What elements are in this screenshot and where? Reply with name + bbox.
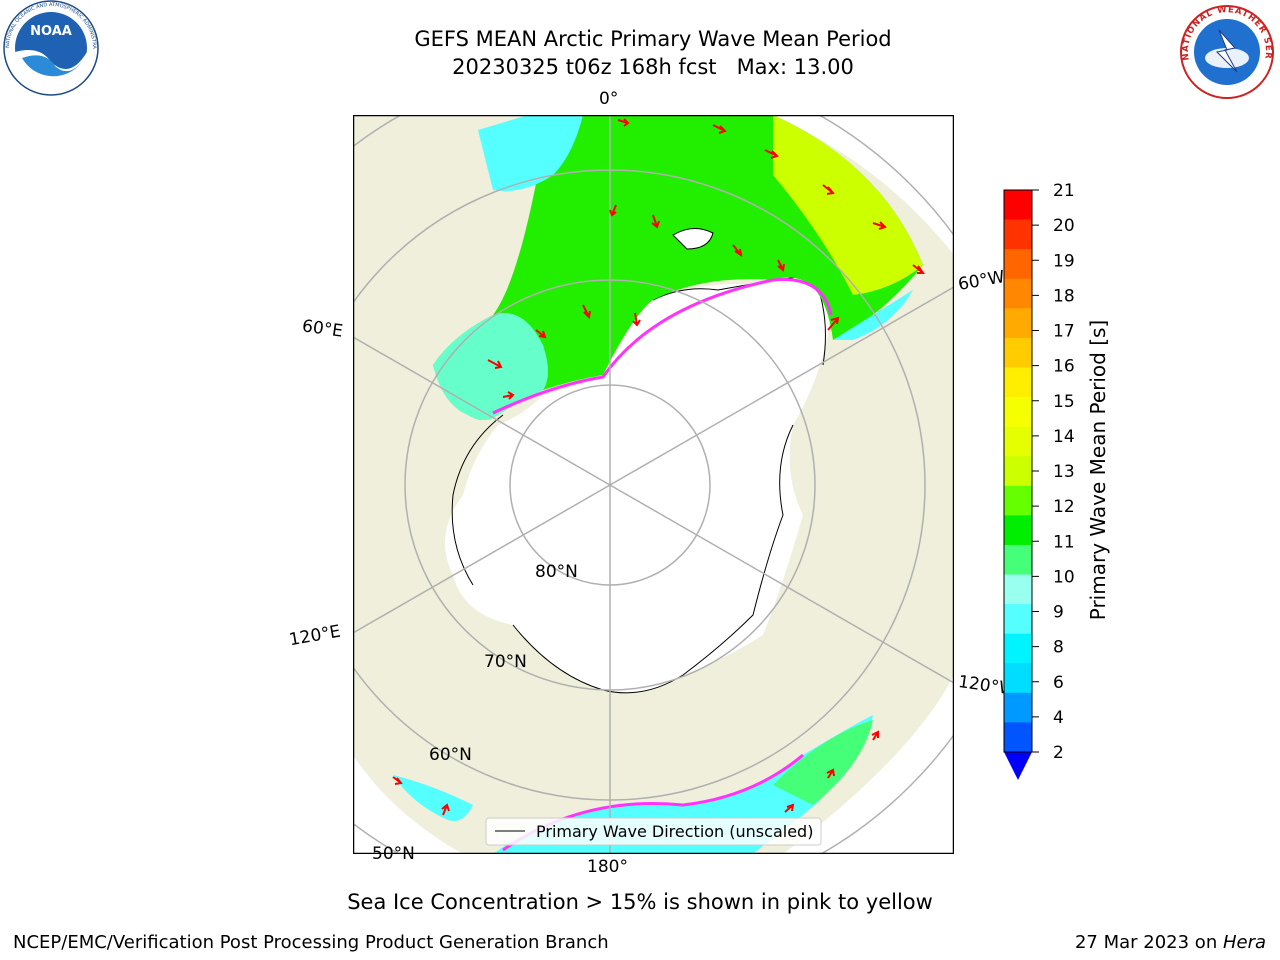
meridian-120w: [609, 484, 954, 684]
colorbar-band: [1004, 515, 1032, 546]
colorbar-tick-label: 17: [1053, 322, 1075, 342]
lon-label-0: 0°: [599, 89, 619, 109]
colorbar-band: [1004, 190, 1032, 221]
wave-field-baltic: [478, 115, 583, 191]
run-date: 27 Mar 2023 on: [1074, 932, 1223, 953]
lon-label-60e: 60°E: [300, 316, 345, 342]
coastline-siberia: [451, 414, 504, 586]
colorbar-tick-label: 15: [1053, 392, 1075, 412]
meridian-60w: [609, 286, 954, 486]
colorbar-band: [1004, 337, 1032, 368]
wave-field-labrador: [833, 290, 913, 340]
lon-label-120e: 120°E: [287, 621, 343, 651]
colorbar-band: [1004, 663, 1032, 694]
graticule: [353, 115, 954, 854]
iceland-island: [672, 228, 714, 250]
colorbar-band: [1004, 397, 1032, 428]
colorbar-band: [1004, 219, 1032, 250]
colorbar-tick-label: 13: [1053, 462, 1075, 482]
run-date-credit: 27 Mar 2023 on Hera: [1075, 932, 1266, 953]
colorbar-band: [1004, 249, 1032, 280]
outer-domain-sw: [353, 755, 463, 854]
map-frame: [353, 115, 954, 854]
producer-credit: NCEP/EMC/Verification Post Processing Pr…: [13, 932, 609, 953]
noaa-logo-text: NOAA: [30, 24, 72, 39]
colorbar-band: [1004, 633, 1032, 664]
outer-domain-ne: [773, 115, 954, 255]
colorbar-tick-label: 16: [1053, 357, 1075, 377]
wave-field-high-period: [773, 115, 923, 295]
colorbar-tick-label: 8: [1053, 638, 1064, 658]
colorbar-title: Primary Wave Mean Period [s]: [1086, 319, 1110, 621]
noaa-logo: NOAA NATIONAL OCEANIC AND ATMOSPHERIC AD…: [0, 0, 99, 96]
lat-label-80n: 80°N: [535, 562, 578, 582]
colorbar-band: [1004, 604, 1032, 635]
colorbar-band: [1004, 544, 1032, 576]
colorbar: 21 20 19 18 17 16 15 14 13 12 11 10 9 8 6 4 2: [1003, 181, 1075, 780]
coastline-canada: [682, 424, 794, 676]
colorbar-tick-label: 4: [1053, 708, 1064, 728]
arctic-map: Primary Wave Direction (unscaled): [353, 115, 954, 854]
colorbar-tick-label: 20: [1053, 216, 1075, 236]
wave-field-okhotsk: [393, 775, 473, 821]
meridian-60e: [353, 336, 611, 486]
colorbar-tick-label: 11: [1053, 532, 1075, 552]
colorbar-extend-triangle: [1004, 752, 1032, 780]
colorbar-tick-label: 2: [1053, 743, 1064, 763]
legend-label: Primary Wave Direction (unscaled): [536, 822, 813, 841]
map-title: GEFS MEAN Arctic Primary Wave Mean Perio…: [414, 27, 892, 51]
colorbar-tick-label: 14: [1053, 427, 1075, 447]
colorbar-band: [1004, 308, 1032, 339]
map-legend: Primary Wave Direction (unscaled): [485, 817, 822, 846]
colorbar-band: [1004, 722, 1032, 753]
colorbar-band: [1004, 456, 1032, 487]
colorbar-band: [1004, 278, 1032, 309]
colorbar-tick-label: 18: [1053, 286, 1075, 306]
colorbar-band: [1004, 574, 1032, 605]
colorbar-band: [1004, 692, 1032, 723]
colorbar-band: [1004, 426, 1032, 457]
sea-ice-caption: Sea Ice Concentration > 15% is shown in …: [347, 890, 933, 914]
ice-edge-atlantic: [492, 277, 833, 415]
map-subtitle: 20230325 t06z 168h fcst Max: 13.00: [452, 55, 854, 79]
wave-field-barents: [433, 313, 548, 420]
arctic-sea-ice: [445, 279, 831, 693]
colorbar-tick-label: 12: [1053, 497, 1075, 517]
outer-domain-se: [783, 675, 954, 854]
host-name: Hera: [1222, 932, 1266, 953]
colorbar-tick-label: 9: [1053, 603, 1064, 623]
nws-logo: NATIONAL WEATHER SERVICE: [1175, 0, 1274, 99]
colorbar-band: [1004, 485, 1032, 516]
wave-field-north-pacific: [773, 720, 873, 805]
colorbar-tick-label: 21: [1053, 181, 1075, 201]
colorbar-tick-label: 10: [1053, 567, 1075, 587]
wave-direction-arrows: [392, 118, 925, 816]
lat-label-50n: 50°N: [372, 844, 415, 864]
lat-label-70n: 70°N: [484, 652, 527, 672]
colorbar-band: [1004, 367, 1032, 398]
meridian-120e: [353, 484, 611, 634]
lat-label-60n: 60°N: [429, 745, 472, 765]
lon-label-180: 180°: [587, 857, 628, 877]
colorbar-tick-label: 19: [1053, 251, 1075, 271]
colorbar-tick-label: 6: [1053, 673, 1064, 693]
